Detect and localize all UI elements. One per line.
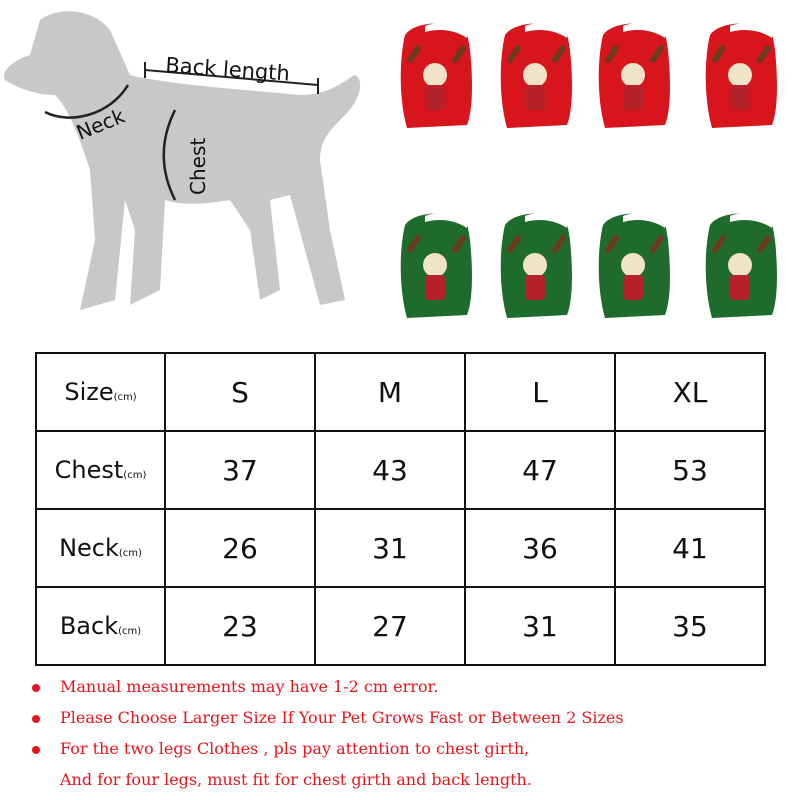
cell: 31: [464, 586, 616, 666]
size-chart: Size(cm) S M L XL Chest(cm) 37 43 47 53 …: [35, 352, 766, 666]
cell: 35: [614, 586, 766, 666]
size-xl: XL: [614, 352, 766, 432]
note: For the two legs Clothes , pls pay atten…: [30, 736, 624, 767]
cell: 27: [314, 586, 466, 666]
table-row: Chest(cm) 37 43 47 53: [35, 430, 766, 510]
cell: 26: [164, 508, 316, 588]
product-red-bear: [705, 22, 777, 128]
cell: 31: [314, 508, 466, 588]
table-header-row: Size(cm) S M L XL: [35, 352, 766, 432]
cell: 37: [164, 430, 316, 510]
cell: 43: [314, 430, 466, 510]
product-red-snowman: [598, 22, 670, 128]
product-red-reindeer: [500, 22, 572, 128]
note: Manual measurements may have 1-2 cm erro…: [30, 674, 624, 705]
table-row: Back(cm) 23 27 31 35: [35, 586, 766, 666]
cell: 36: [464, 508, 616, 588]
notes: Manual measurements may have 1-2 cm erro…: [30, 674, 624, 798]
bullet-icon: [32, 684, 40, 692]
cell: 23: [164, 586, 316, 666]
note: Please Choose Larger Size If Your Pet Gr…: [30, 705, 624, 736]
size-m: M: [314, 352, 466, 432]
dog-silhouette: [4, 11, 361, 311]
note: And for four legs, must fit for chest gi…: [60, 770, 532, 789]
product-green-bear: [705, 212, 777, 318]
product-red-santa: [400, 22, 472, 128]
size-header: Size(cm): [35, 352, 166, 432]
table-row: Neck(cm) 26 31 36 41: [35, 508, 766, 588]
row-label: Back(cm): [35, 586, 166, 666]
bullet-icon: [32, 715, 40, 723]
product-green-reindeer: [500, 212, 572, 318]
row-label: Chest(cm): [35, 430, 166, 510]
cell: 47: [464, 430, 616, 510]
dog-measurement-diagram: Back length Neck Chest: [4, 11, 361, 311]
cell: 53: [614, 430, 766, 510]
product-green-snowman: [598, 212, 670, 318]
row-label: Neck(cm): [35, 508, 166, 588]
size-l: L: [464, 352, 616, 432]
product-green-santa: [400, 212, 472, 318]
back-length-label: Back length: [165, 53, 291, 86]
cell: 41: [614, 508, 766, 588]
size-s: S: [164, 352, 316, 432]
chest-label: Chest: [186, 138, 210, 195]
bullet-icon: [32, 746, 40, 754]
